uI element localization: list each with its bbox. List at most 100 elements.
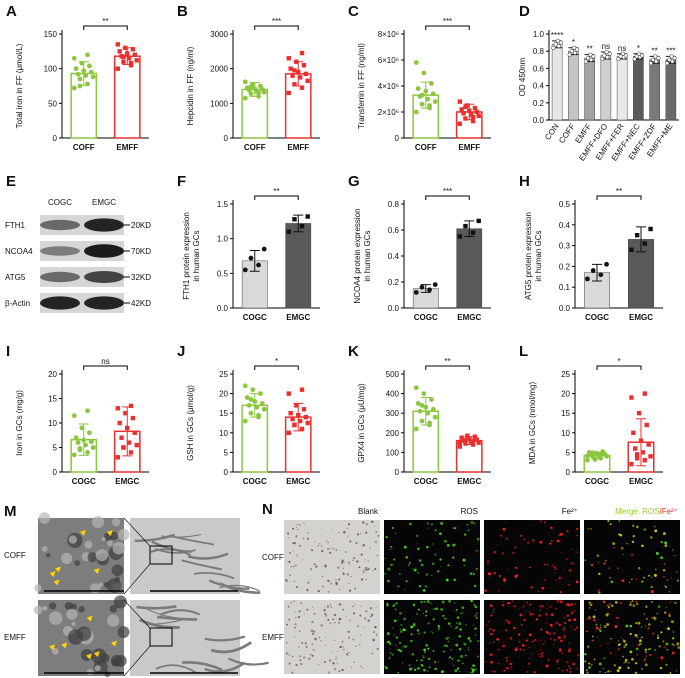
micrograph-speckle xyxy=(474,614,477,617)
micrograph-speckle xyxy=(623,662,625,664)
micrograph-speckle xyxy=(402,628,406,632)
y-tick-label: 1.0 xyxy=(217,235,229,244)
micrograph-speckle xyxy=(311,654,314,657)
tem-texture xyxy=(109,604,118,613)
data-point xyxy=(244,395,250,400)
x-tick-label: COFF xyxy=(73,143,95,152)
micrograph-speckle xyxy=(364,566,368,570)
micrograph-speckle xyxy=(307,532,309,534)
significance-label: ns xyxy=(618,44,626,53)
data-point xyxy=(115,42,120,47)
micrograph-speckle xyxy=(397,648,401,652)
micrograph-speckle xyxy=(640,636,643,639)
micrograph-speckle xyxy=(423,656,425,658)
micrograph-speckle xyxy=(457,659,460,662)
y-tick-label: 0.4 xyxy=(559,221,571,230)
data-point xyxy=(672,56,677,61)
micrograph-speckle xyxy=(361,667,364,669)
micrograph-speckle xyxy=(577,654,580,657)
micrograph-speckle xyxy=(425,614,427,617)
micrograph-speckle xyxy=(417,547,420,551)
y-tick-label: 1.0 xyxy=(533,30,545,39)
tem-arrow xyxy=(93,651,100,658)
micrograph-speckle xyxy=(346,527,348,529)
tem-texture xyxy=(109,531,119,541)
data-point xyxy=(256,262,261,268)
x-tick-label: COFF xyxy=(415,143,437,152)
y-tick-label: 10 xyxy=(48,419,57,428)
micrograph-speckle xyxy=(514,546,517,549)
micrograph-speckle xyxy=(586,618,589,620)
micrograph-speckle xyxy=(653,573,657,577)
micrograph-speckle xyxy=(303,613,305,615)
micrograph-speckle xyxy=(314,541,316,543)
micrograph-speckle xyxy=(432,617,435,621)
tem-texture xyxy=(228,657,269,666)
micrograph-speckle xyxy=(395,608,397,611)
micrograph-speckle xyxy=(411,568,413,570)
micrograph-speckle xyxy=(297,616,301,619)
micrograph-speckle xyxy=(660,631,663,634)
micrograph-speckle xyxy=(650,590,654,594)
significance-label: * xyxy=(572,38,575,47)
y-tick-label: 500 xyxy=(386,370,400,379)
data-point xyxy=(256,94,261,99)
micrograph-speckle xyxy=(433,660,437,664)
significance-label: ** xyxy=(652,46,658,55)
micrograph-speckle xyxy=(502,644,506,648)
micrograph-speckle xyxy=(545,622,548,624)
data-point xyxy=(629,247,634,252)
micrograph-speckle xyxy=(474,634,477,636)
micrograph-speckle xyxy=(364,559,366,561)
micrograph-speckle xyxy=(647,648,650,651)
micrograph-speckle xyxy=(370,615,373,617)
micrograph-speckle xyxy=(618,533,621,536)
data-point xyxy=(128,403,134,409)
tem-texture xyxy=(147,609,188,620)
data-point xyxy=(126,440,132,445)
micrograph-speckle xyxy=(387,567,391,571)
micrograph-speckle xyxy=(323,661,326,664)
data-point xyxy=(126,56,132,61)
micrograph-speckle xyxy=(424,585,427,588)
micrograph-speckle xyxy=(348,534,350,536)
micrograph-speckle xyxy=(465,624,467,626)
tem-texture xyxy=(113,595,128,609)
micrograph-speckle xyxy=(416,613,418,615)
row-label: COFF xyxy=(4,551,26,560)
data-point xyxy=(648,454,653,459)
micrograph-speckle xyxy=(304,642,307,645)
micrograph-speckle xyxy=(324,564,327,568)
micrograph-speckle xyxy=(530,586,533,589)
significance-bracket xyxy=(596,365,642,370)
tem-texture xyxy=(111,517,121,527)
micrograph-speckle xyxy=(295,586,298,589)
micrograph-speckle xyxy=(600,624,602,626)
micrograph-speckle xyxy=(631,578,633,581)
micrograph-speckle xyxy=(318,636,321,639)
micrograph-speckle xyxy=(550,540,553,542)
micrograph-speckle xyxy=(510,666,513,668)
micrograph-speckle xyxy=(575,551,578,554)
micrograph-speckle xyxy=(393,634,395,637)
micrograph-speckle xyxy=(444,644,447,647)
tem-texture xyxy=(91,515,105,529)
micrograph-speckle xyxy=(663,575,665,578)
micrograph-speckle xyxy=(586,671,589,675)
micrograph-speckle xyxy=(618,640,620,642)
data-point xyxy=(248,84,254,90)
micrograph-speckle xyxy=(301,558,303,560)
significance-label: * xyxy=(637,44,640,53)
micrograph-speckle xyxy=(288,560,291,563)
micrograph-speckle xyxy=(374,525,376,527)
micrograph-speckle xyxy=(588,617,591,620)
micrograph-speckle xyxy=(660,656,664,660)
micrograph-speckle xyxy=(443,539,447,543)
micrograph-speckle xyxy=(635,600,638,603)
significance-bracket xyxy=(254,195,299,200)
micrograph-speckle xyxy=(427,527,429,529)
data-point xyxy=(427,420,432,426)
data-point xyxy=(457,99,462,104)
micrograph-speckle xyxy=(539,655,542,658)
micrograph-speckle xyxy=(332,618,335,621)
